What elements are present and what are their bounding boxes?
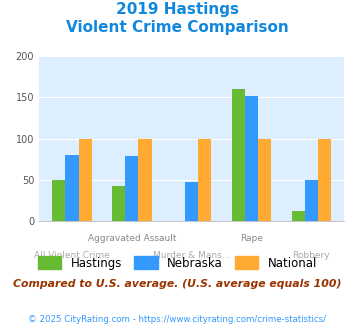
- Bar: [232, 89, 245, 221]
- Legend: Hastings, Nebraska, National: Hastings, Nebraska, National: [33, 252, 322, 274]
- Bar: [292, 211, 305, 221]
- Text: Aggravated Assault: Aggravated Assault: [88, 234, 176, 243]
- Bar: [258, 139, 271, 221]
- Bar: [185, 182, 198, 221]
- Bar: [65, 155, 78, 221]
- Bar: [245, 96, 258, 221]
- Bar: [138, 139, 152, 221]
- Text: Violent Crime Comparison: Violent Crime Comparison: [66, 20, 289, 35]
- Bar: [78, 139, 92, 221]
- Bar: [318, 139, 331, 221]
- Bar: [198, 139, 212, 221]
- Text: Murder & Mans...: Murder & Mans...: [153, 251, 230, 260]
- Text: © 2025 CityRating.com - https://www.cityrating.com/crime-statistics/: © 2025 CityRating.com - https://www.city…: [28, 315, 327, 324]
- Bar: [112, 185, 125, 221]
- Bar: [52, 180, 65, 221]
- Bar: [125, 156, 138, 221]
- Text: All Violent Crime: All Violent Crime: [34, 251, 110, 260]
- Text: Robbery: Robbery: [293, 251, 330, 260]
- Text: Compared to U.S. average. (U.S. average equals 100): Compared to U.S. average. (U.S. average …: [13, 279, 342, 289]
- Text: Rape: Rape: [240, 234, 263, 243]
- Bar: [305, 180, 318, 221]
- Text: 2019 Hastings: 2019 Hastings: [116, 2, 239, 16]
